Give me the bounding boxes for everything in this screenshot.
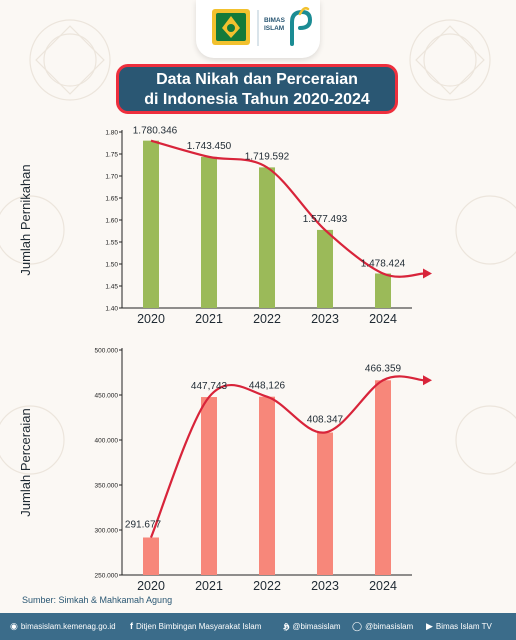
bar <box>375 380 391 575</box>
footer-facebook[interactable]: f Ditjen Bimbingan Masyarakat Islam <box>130 621 261 631</box>
page-title: Data Nikah dan Perceraian di Indonesia T… <box>116 64 398 114</box>
data-label: 408.347 <box>307 414 344 425</box>
footer-instagram-label: @bimasislam <box>365 622 414 631</box>
trend-line <box>150 139 425 278</box>
y-axis-label: Jumlah Perceraian <box>18 408 33 516</box>
x-tick-label: 2021 <box>195 579 223 593</box>
y-tick-label: 1.50 <box>105 262 118 269</box>
y-tick-label: 500.000 <box>95 348 119 355</box>
data-label: 448,126 <box>249 381 286 392</box>
y-tick-label: 1.60 <box>105 218 118 225</box>
y-tick-label: 1.70 <box>105 174 118 181</box>
bar <box>143 140 159 308</box>
trend-arrowhead <box>423 268 432 279</box>
y-tick-label: 450.000 <box>95 393 119 400</box>
data-label: 1.780.346 <box>133 126 178 137</box>
y-axis-label: Jumlah Pernikahan <box>18 164 33 275</box>
y-tick-label: 1.40 <box>105 306 118 313</box>
trend-line <box>149 375 425 538</box>
x-tick-label: 2024 <box>369 312 397 326</box>
x-tick-label: 2023 <box>311 579 339 593</box>
data-label: 447,743 <box>191 381 228 392</box>
data-label: 1.577.493 <box>303 214 348 225</box>
svg-text:BIMAS: BIMAS <box>264 17 286 24</box>
footer-bar: ◉ bimasislam.kemenag.go.id f Ditjen Bimbin… <box>0 613 516 640</box>
source-note: Sumber: Simkah & Mahkamah Agung <box>22 595 173 605</box>
y-tick-label: 1.80 <box>105 130 118 137</box>
footer-instagram[interactable]: ◯ @bimasislam <box>352 621 413 632</box>
footer-website-label: bimasislam.kemenag.go.id <box>20 622 116 631</box>
x-tick-label: 2023 <box>311 312 339 326</box>
youtube-icon: ▶ <box>426 621 433 631</box>
x-icon: 𝕳 <box>283 621 290 631</box>
x-tick-label: 2022 <box>253 312 281 326</box>
kemenag-logo <box>212 9 250 45</box>
y-tick-label: 1.65 <box>105 196 118 203</box>
data-label: 1.719.592 <box>245 151 290 162</box>
bar <box>375 273 391 308</box>
bar <box>317 229 333 308</box>
data-label: 1.478.424 <box>361 258 406 269</box>
y-tick-label: 250.000 <box>95 573 119 580</box>
facebook-icon: f <box>130 621 133 631</box>
title-line-2: di Indonesia Tahun 2020-2024 <box>144 91 370 108</box>
footer-youtube-label: Bimas Islam TV <box>435 622 492 631</box>
y-tick-label: 300.000 <box>95 528 119 535</box>
instagram-icon: ◯ <box>352 621 363 631</box>
x-tick-label: 2022 <box>253 579 281 593</box>
bimas-islam-logo: BIMAS ISLAM <box>264 6 313 46</box>
title-line-1: Data Nikah dan Perceraian <box>156 71 358 88</box>
bar <box>201 397 217 575</box>
y-tick-label: 350.000 <box>95 483 119 490</box>
x-tick-label: 2024 <box>369 579 397 593</box>
bar <box>143 537 159 575</box>
divorce-chart: Jumlah Perceraian 250.000 300.000 350.000 40… <box>18 348 432 593</box>
data-label: 291.677 <box>125 519 162 530</box>
x-tick-label: 2021 <box>195 312 223 326</box>
x-tick-label: 2020 <box>137 579 165 593</box>
data-label: 466.359 <box>365 363 402 374</box>
footer-youtube[interactable]: ▶ Bimas Islam TV <box>426 621 492 632</box>
bar <box>259 167 275 308</box>
footer-x-label: @bimasislam <box>292 622 341 631</box>
globe-icon: ◉ <box>10 621 18 631</box>
footer-website[interactable]: ◉ bimasislam.kemenag.go.id <box>10 621 116 632</box>
y-tick-label: 1.45 <box>105 284 118 291</box>
x-tick-label: 2020 <box>137 312 165 326</box>
bar <box>259 396 275 575</box>
footer-facebook-label: Ditjen Bimbingan Masyarakat Islam <box>136 622 262 631</box>
y-tick-label: 400.000 <box>95 438 119 445</box>
bar <box>317 432 333 575</box>
footer-x[interactable]: 𝕳 @bimasislam <box>283 621 341 632</box>
data-label: 1.743.450 <box>187 141 232 152</box>
marriage-chart: Jumlah Pernikahan 1.40 1.45 1.50 1.55 1.60 1.6… <box>18 126 432 326</box>
y-tick-label: 1.55 <box>105 240 118 247</box>
bar <box>201 156 217 308</box>
trend-arrowhead <box>423 375 432 386</box>
y-tick-label: 1.75 <box>105 152 118 159</box>
logo-card: BIMAS ISLAM <box>196 0 320 58</box>
svg-text:ISLAM: ISLAM <box>264 25 284 32</box>
